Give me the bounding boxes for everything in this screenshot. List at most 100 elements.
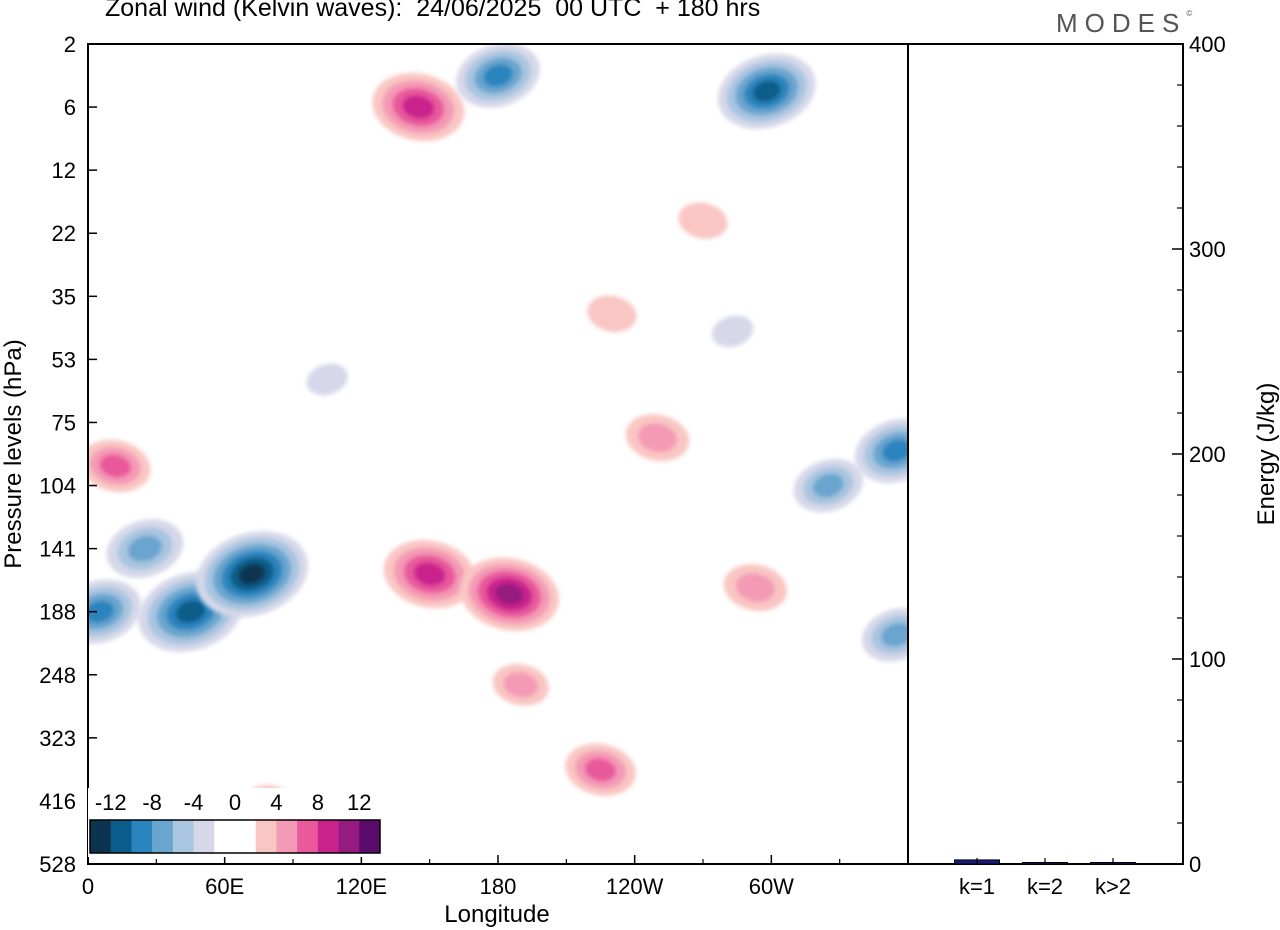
contour-band xyxy=(812,473,844,498)
bar-category-label: k=1 xyxy=(959,874,995,899)
contour-region xyxy=(793,458,864,513)
contour-region xyxy=(861,608,908,662)
y-tick-label: 75 xyxy=(52,410,76,435)
y-tick-label: 528 xyxy=(39,852,76,877)
y-tick-label: 141 xyxy=(39,537,76,562)
chart-title: Zonal wind (Kelvin waves): 24/06/2025 00… xyxy=(105,0,761,22)
y-tick-label: 35 xyxy=(52,284,76,309)
colorbar-swatch xyxy=(235,820,257,853)
y-tick-label: 22 xyxy=(52,221,76,246)
contour-band xyxy=(881,622,908,647)
y-tick-label: 248 xyxy=(39,663,76,688)
contour-region xyxy=(372,73,465,142)
contour-band xyxy=(711,315,754,348)
colorbar-label: -4 xyxy=(184,790,204,815)
brand-mark: © xyxy=(1186,9,1193,19)
colorbar-swatch xyxy=(131,820,153,853)
plot-background xyxy=(88,44,908,864)
contour-region xyxy=(88,579,142,644)
bar-category-label: k>2 xyxy=(1095,874,1131,899)
colorbar-swatch xyxy=(193,820,215,853)
contour-band xyxy=(637,423,677,453)
colorbar-swatch xyxy=(359,820,381,853)
contour-region xyxy=(717,53,816,129)
contour-band xyxy=(495,583,524,605)
contour-region xyxy=(306,363,348,396)
contour-band xyxy=(402,95,435,119)
y-axis-label: Pressure levels (hPa) xyxy=(0,339,27,568)
x-tick-label: 60E xyxy=(205,874,244,899)
contour-region xyxy=(383,540,476,609)
energy-tick-label: 200 xyxy=(1189,442,1226,467)
energy-bars: 0 100 200 300 400 Energy (J/kg) k=1 k=2 k>2 xyxy=(954,32,1280,899)
contour-region xyxy=(138,571,243,652)
brand-logo: MODES© xyxy=(1056,8,1192,39)
contour-band xyxy=(584,758,617,782)
colorbar-label: 12 xyxy=(347,790,371,815)
colorbar-swatch xyxy=(110,820,132,853)
contour-band xyxy=(587,295,637,332)
contour-region xyxy=(456,44,540,108)
colorbar-label: 4 xyxy=(270,790,282,815)
colorbar-swatch xyxy=(276,820,298,853)
contour-region xyxy=(711,315,754,348)
bar-category-label: k=2 xyxy=(1027,874,1063,899)
colorbar-swatch xyxy=(297,820,319,853)
contour-band xyxy=(678,202,728,239)
contour-band xyxy=(99,454,131,478)
x-tick-label: 0 xyxy=(82,874,94,899)
y-tick-label: 6 xyxy=(64,95,76,120)
contour-region xyxy=(106,519,184,579)
colorbar-swatch xyxy=(255,820,277,853)
contour-band xyxy=(752,80,781,103)
colorbar-swatch xyxy=(214,820,236,853)
energy-tick-label: 300 xyxy=(1189,237,1226,262)
contour-band xyxy=(127,535,162,562)
colorbar-frame xyxy=(89,819,381,854)
colorbar-swatch xyxy=(172,820,194,853)
contour-region xyxy=(196,531,308,618)
y-tick-label: 12 xyxy=(52,158,76,183)
y-tick-label: 53 xyxy=(52,347,76,372)
y-tick-label: 416 xyxy=(39,789,76,814)
y-tick-label: 188 xyxy=(39,600,76,625)
contour-band xyxy=(882,439,908,462)
contour-region xyxy=(565,743,636,796)
energy-tick-label: 100 xyxy=(1189,647,1226,672)
y-tick-label: 104 xyxy=(39,474,76,499)
x-axis-label: Longitude xyxy=(444,901,549,928)
contour-region xyxy=(678,202,728,239)
contour-region xyxy=(625,414,690,462)
colorbar-swatch xyxy=(152,820,174,853)
contour-field xyxy=(88,44,908,864)
colorbar-label: -8 xyxy=(142,790,162,815)
colorbar-label: -12 xyxy=(95,790,127,815)
y-tick-label: 2 xyxy=(64,32,76,57)
energy-tick-label: 400 xyxy=(1189,32,1226,57)
colorbar-label: 8 xyxy=(312,790,324,815)
colorbar-swatch xyxy=(90,820,112,853)
contour-band xyxy=(88,600,114,623)
colorbar-swatch xyxy=(317,820,339,853)
colorbar: -12 -8 -4 0 4 8 12 xyxy=(88,788,382,857)
contour-region xyxy=(459,557,559,631)
y-tick-label: 323 xyxy=(39,726,76,751)
x-tick-label: 120W xyxy=(606,874,664,899)
x-tick-label: 120E xyxy=(336,874,387,899)
contour-band xyxy=(175,600,206,624)
colorbar-swatch xyxy=(338,820,360,853)
contour-band xyxy=(306,363,348,396)
contour-region xyxy=(854,418,908,483)
contour-region xyxy=(492,664,549,706)
contour-band xyxy=(735,573,775,602)
contour-region xyxy=(587,295,637,332)
brand-name: MODES xyxy=(1056,8,1187,38)
contour-region xyxy=(723,564,788,611)
x-tick-label: 180 xyxy=(480,874,517,899)
contour-band xyxy=(238,563,266,585)
contour-band xyxy=(483,64,513,87)
colorbar-label: 0 xyxy=(229,790,241,815)
contour-band xyxy=(413,562,446,586)
contour-region xyxy=(88,439,151,493)
